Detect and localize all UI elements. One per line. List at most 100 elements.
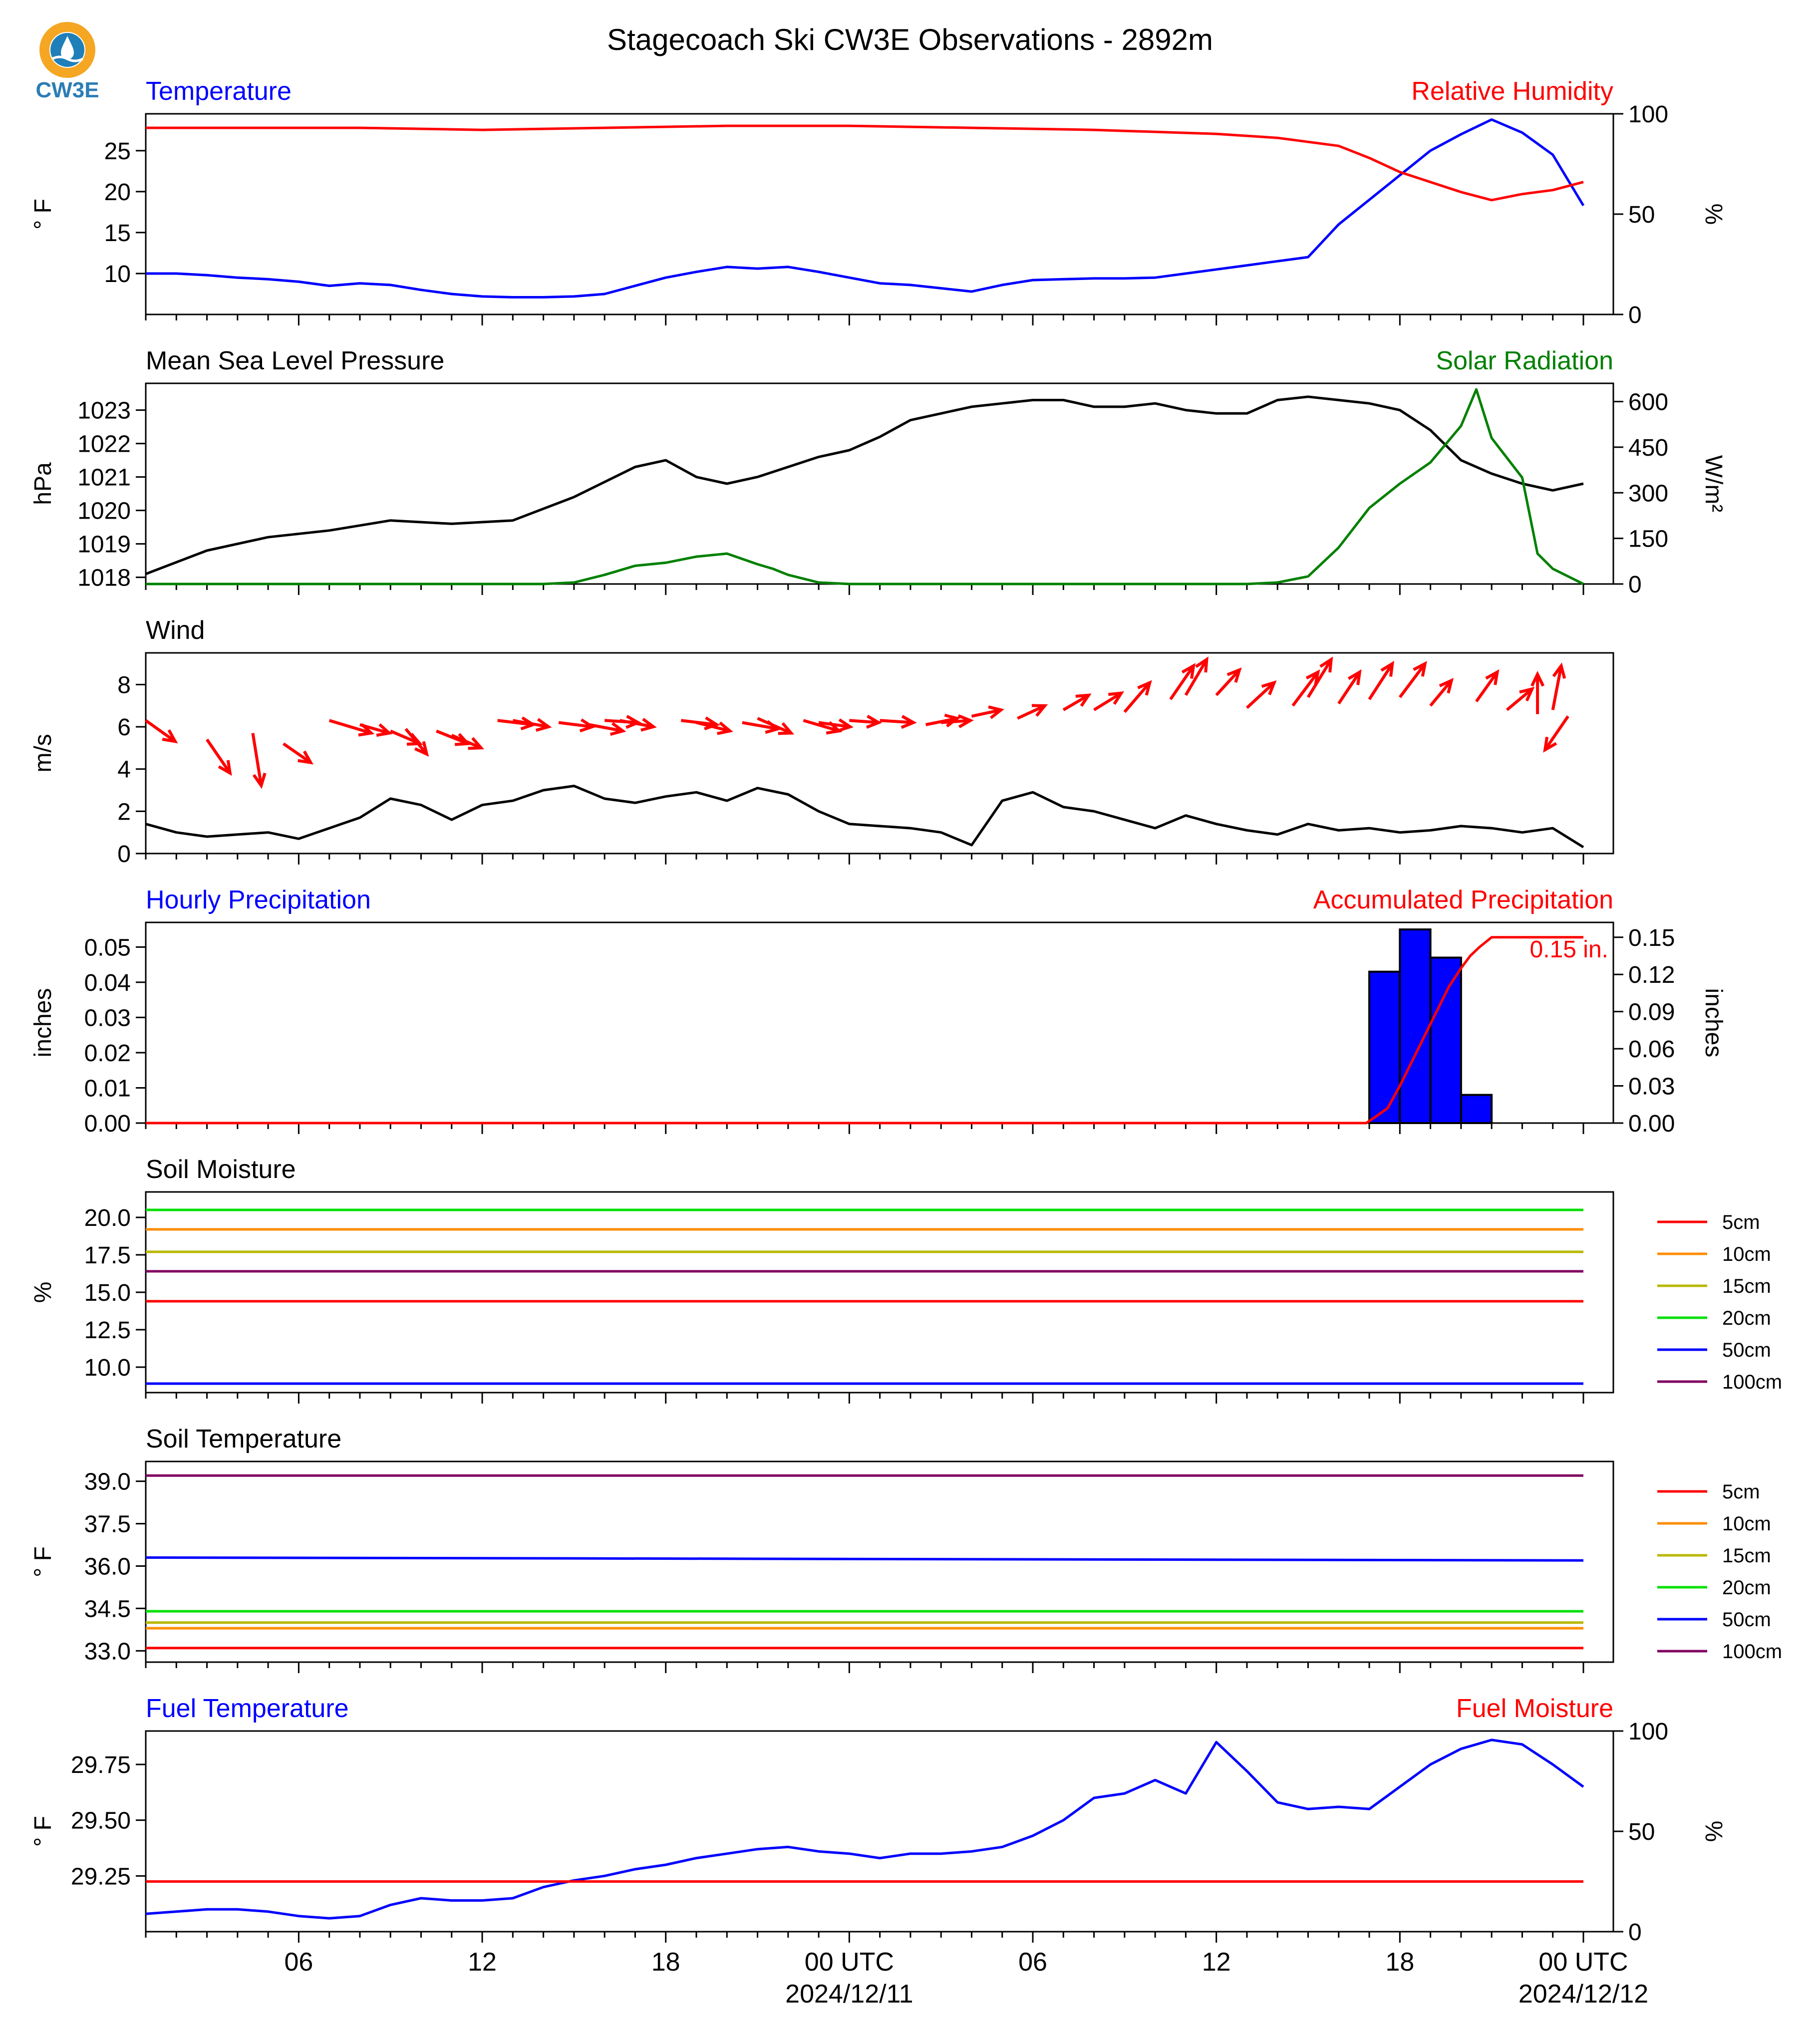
y-axis-label: ° F (30, 199, 56, 230)
wind-arrow (849, 719, 879, 724)
y-tick-label: 6 (117, 714, 131, 741)
y2-tick-label: 0.09 (1628, 999, 1675, 1026)
panel-left-title: Temperature (146, 77, 292, 106)
y-tick-label: 10 (104, 261, 131, 288)
wind-arrow-head (1261, 680, 1277, 695)
wind-arrow-head (1075, 693, 1092, 707)
wind-arrow (1017, 704, 1046, 720)
legend-label: 100cm (1722, 1371, 1782, 1393)
wind-arrow (283, 742, 312, 764)
legend-label: 15cm (1722, 1545, 1771, 1567)
series-line (145, 395, 1584, 576)
wind-arrow (1245, 681, 1275, 709)
wind-arrow-head (1305, 669, 1320, 685)
figure-title: Stagecoach Ski CW3E Observations - 2892m (607, 23, 1213, 56)
wind-arrow (940, 719, 971, 724)
wind-arrow-head (1108, 691, 1125, 705)
wind-arrow (1475, 671, 1499, 703)
y-tick-label: 12.5 (84, 1317, 131, 1344)
precip-bar (1399, 928, 1432, 1124)
legend-label: 10cm (1722, 1513, 1771, 1535)
wind-arrow-head (1195, 656, 1209, 673)
series-line (145, 785, 1584, 849)
x-date-label: 2024/12/11 (785, 1980, 913, 2009)
wind-arrow (757, 717, 792, 735)
wind-arrow (1398, 662, 1427, 698)
logo-ring (39, 22, 95, 78)
series-line (146, 118, 1585, 298)
y-tick-label: 1019 (77, 532, 131, 558)
y-tick-label: 20 (104, 179, 131, 206)
fuel-panel: Fuel Temperature Fuel Moisture 29.25 29.50 2… (30, 1694, 1727, 1946)
y2-axis-label: W/m² (1700, 455, 1727, 513)
series-line (146, 124, 1584, 202)
wind-arrow (1306, 658, 1333, 698)
logo-text: CW3E (35, 78, 99, 102)
wind-arrow (1093, 692, 1122, 711)
wind-arrow (619, 719, 654, 728)
wind-arrow (1291, 671, 1319, 707)
panel-left-title: Soil Moisture (146, 1155, 296, 1184)
y-tick-label: 0.01 (84, 1075, 131, 1102)
y-tick-label: 0.02 (84, 1040, 131, 1067)
wind-arrow (1429, 679, 1453, 707)
wind-arrow-head (1519, 686, 1535, 702)
y-tick-label: 36.0 (84, 1553, 131, 1580)
wind-arrow-head (579, 718, 596, 733)
y-tick-label: 33.0 (84, 1638, 131, 1665)
y-tick-label: 25 (104, 138, 131, 165)
panel-left-title: Mean Sea Level Pressure (146, 346, 444, 375)
x-tick-label: 00 UTC (805, 1948, 894, 1977)
series-line (145, 1738, 1584, 1920)
wind-arrow (1215, 669, 1241, 696)
y-tick-label: 8 (117, 672, 131, 698)
wind-arrow-head (944, 713, 961, 728)
y2-tick-label: 0 (1628, 302, 1642, 328)
series-line (146, 936, 1583, 1125)
legend-label: 15cm (1722, 1275, 1771, 1297)
y-tick-label: 1020 (77, 498, 131, 525)
panel-left-title: Hourly Precipitation (146, 885, 371, 914)
wind-arrow-head (1319, 656, 1333, 673)
wind-arrow (1337, 671, 1361, 705)
panel-right-title: Accumulated Precipitation (1313, 885, 1613, 914)
y-tick-label: 1018 (77, 565, 131, 591)
wind-arrow (589, 723, 623, 733)
y2-tick-label: 450 (1628, 435, 1668, 461)
y2-tick-label: 50 (1628, 1819, 1655, 1845)
wind-arrow-head (162, 729, 178, 744)
precip-bar (1429, 956, 1462, 1125)
wind-arrow (404, 728, 428, 755)
wind-arrow-head (376, 723, 393, 737)
y-axis-label: inches (30, 988, 56, 1058)
y-tick-label: 29.25 (71, 1863, 131, 1890)
wind-arrow-head (218, 760, 232, 776)
y-tick-label: 39.0 (84, 1469, 131, 1495)
panel-left-title: Soil Temperature (146, 1425, 341, 1453)
legend-label: 100cm (1722, 1641, 1782, 1663)
wind-arrow (1368, 663, 1394, 700)
legend-label: 20cm (1722, 1577, 1771, 1599)
x-tick-label: 06 (1018, 1948, 1047, 1977)
y-tick-label: 0.03 (84, 1005, 131, 1031)
wind-panel: Wind 0 2 4 6 8 m/s (30, 616, 1614, 868)
wind-arrow-head (1552, 662, 1566, 679)
wind-arrow-head (1380, 660, 1395, 677)
wind-arrow-head (1439, 678, 1454, 694)
precip-bar (1460, 1094, 1493, 1124)
y2-tick-label: 0 (1628, 1919, 1642, 1946)
wind-arrow (742, 721, 778, 731)
wind-arrow-head (1181, 663, 1196, 679)
plot-frame (145, 1460, 1614, 1663)
y-tick-label: 2 (117, 799, 131, 825)
y-tick-label: 0.04 (84, 970, 131, 996)
wind-arrow (1543, 715, 1569, 751)
wind-arrow-head (1031, 704, 1048, 717)
legend-label: 50cm (1722, 1609, 1771, 1631)
series-line (145, 1556, 1584, 1562)
wind-arrow (451, 734, 482, 749)
panel-left-title: Wind (146, 616, 205, 645)
wind-arrow-head (1530, 671, 1545, 687)
wind-arrow-head (298, 750, 314, 765)
y-tick-label: 4 (117, 757, 131, 783)
